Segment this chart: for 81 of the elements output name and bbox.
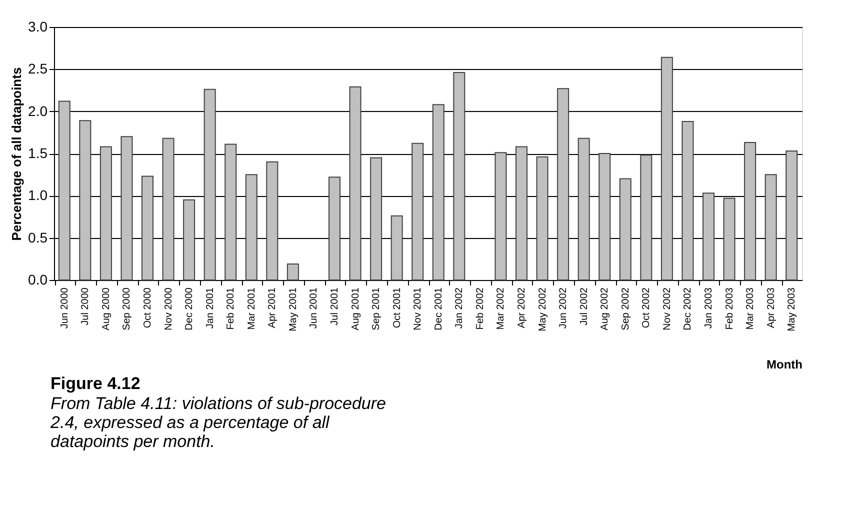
bar — [266, 161, 278, 280]
y-tick-label: 0.5 — [28, 229, 48, 246]
bar — [120, 136, 133, 280]
text: From Table 4.11: violations of sub-procedure 2.4, expressed as a percentage of all datapoints per month. — [50, 394, 386, 451]
bar — [100, 146, 112, 280]
x-tick-label: Feb 2003 — [724, 287, 736, 330]
x-tick-label: Jan 2001 — [204, 287, 216, 329]
bar — [370, 157, 382, 280]
bar — [349, 86, 362, 280]
x-tick-label: Mar 2002 — [496, 287, 507, 330]
bar — [702, 192, 714, 280]
text: Figure 4.12 — [50, 374, 140, 393]
y-axis-title: Percentage of all datapoints — [9, 67, 24, 241]
y-tick-label: 2.5 — [28, 60, 48, 77]
bar — [453, 72, 466, 280]
bar — [578, 138, 590, 280]
bar — [183, 199, 196, 280]
y-tick-label: 1.0 — [28, 187, 48, 204]
x-tick-label: Sep 2001 — [371, 287, 382, 330]
bar — [682, 120, 694, 280]
y-tick-label: 0.0 — [28, 272, 48, 288]
bar — [58, 100, 70, 280]
x-tick-label: Oct 2002 — [641, 287, 652, 328]
bar — [598, 153, 611, 280]
bar — [224, 144, 237, 280]
bar — [660, 56, 673, 280]
x-tick-label: Nov 2001 — [412, 287, 424, 330]
y-tick-label: 3.0 — [28, 18, 48, 34]
x-tick-label: Jun 2001 — [308, 287, 320, 329]
x-tick-label: Sep 2002 — [620, 287, 632, 330]
bar — [786, 150, 798, 280]
x-tick-label: Jan 2003 — [704, 287, 714, 329]
x-tick-label: Apr 2003 — [766, 287, 777, 328]
bar — [245, 174, 258, 280]
bar — [432, 104, 444, 280]
bar — [516, 146, 528, 280]
bar — [536, 156, 548, 280]
x-tick-label: Jun 2000 — [59, 287, 70, 329]
x-tick-label: Aug 2000 — [100, 287, 112, 330]
x-tick-label: Aug 2002 — [600, 287, 611, 330]
bar — [640, 154, 652, 280]
y-tick-label: 1.5 — [28, 145, 48, 161]
y-tick-label: 2.0 — [28, 102, 48, 119]
x-tick-label: Mar 2003 — [745, 287, 756, 330]
bar — [619, 178, 632, 280]
x-tick-label: Jul 2000 — [80, 287, 92, 326]
bar — [744, 142, 756, 280]
x-tick-label: May 2003 — [786, 287, 798, 332]
x-tick-label: Sep 2000 — [122, 287, 133, 330]
bar — [764, 174, 777, 280]
x-tick-label: May 2001 — [288, 287, 299, 332]
bar — [390, 215, 403, 280]
x-tick-label: Feb 2002 — [474, 287, 486, 330]
x-tick-label: Jul 2001 — [330, 287, 340, 326]
x-tick-label: Apr 2001 — [267, 287, 278, 328]
bar — [79, 120, 92, 280]
bar — [494, 152, 507, 280]
x-tick-label: Nov 2002 — [662, 287, 673, 330]
bar — [723, 198, 736, 280]
x-tick-label: Apr 2002 — [516, 287, 528, 328]
x-tick-label: Dec 2002 — [682, 287, 694, 330]
x-tick-label: Aug 2001 — [350, 287, 362, 330]
x-tick-label: Feb 2001 — [226, 287, 237, 330]
bar — [204, 88, 216, 280]
bar — [286, 263, 299, 280]
x-tick-label: Nov 2000 — [163, 287, 174, 330]
bar — [162, 138, 174, 280]
x-tick-label: Oct 2001 — [392, 287, 403, 328]
x-tick-label: Dec 2000 — [184, 287, 196, 330]
bar — [142, 176, 154, 280]
bar — [557, 88, 570, 280]
x-tick-label: Jun 2002 — [558, 287, 570, 329]
x-tick-label: Jul 2002 — [578, 287, 590, 326]
x-axis-title: Month — [766, 357, 802, 372]
bar — [412, 142, 424, 280]
x-tick-label: Jan 2002 — [454, 287, 466, 329]
x-tick-label: Oct 2000 — [142, 287, 154, 328]
x-tick-label: Mar 2001 — [246, 287, 258, 330]
x-tick-label: May 2002 — [537, 287, 548, 332]
x-tick-label: Dec 2001 — [433, 287, 444, 330]
bar — [328, 176, 340, 280]
